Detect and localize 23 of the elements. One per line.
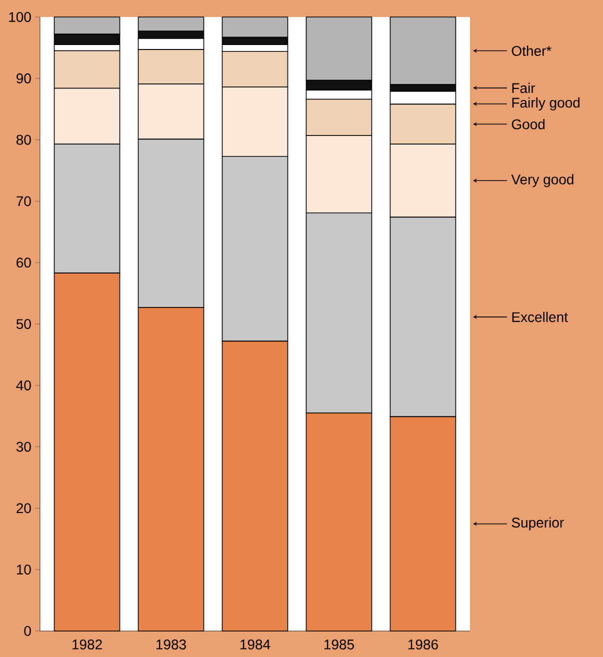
legend-label: Excellent [512, 312, 568, 322]
x-tick-label: 1982 [72, 640, 102, 650]
y-tick-label: 0 [24, 626, 31, 636]
y-tick-label: 30 [16, 442, 31, 452]
x-tick-label: 1983 [156, 640, 186, 650]
legend-label: Very good [511, 174, 574, 188]
y-tick-label: 60 [16, 258, 31, 268]
legend-label: Fair [512, 82, 536, 94]
y-tick-label: 40 [16, 380, 31, 390]
y-tick-label: 70 [16, 196, 31, 206]
x-tick-label: 1984 [240, 640, 270, 650]
y-tick-label: 90 [16, 73, 31, 84]
legend-label: Fairly good [512, 97, 580, 110]
y-tick-label: 50 [16, 319, 31, 329]
y-tick-label: 20 [16, 503, 31, 514]
x-tick-label: 1985 [324, 640, 354, 650]
y-tick-label: 80 [16, 134, 31, 145]
legend-label: Other* [512, 46, 552, 56]
legend-label: Good [512, 119, 545, 130]
legend-label: Superior [512, 517, 564, 530]
x-tick-label: 1986 [408, 640, 438, 650]
y-tick-label: 100 [9, 12, 31, 22]
y-tick-label: 10 [16, 564, 31, 575]
